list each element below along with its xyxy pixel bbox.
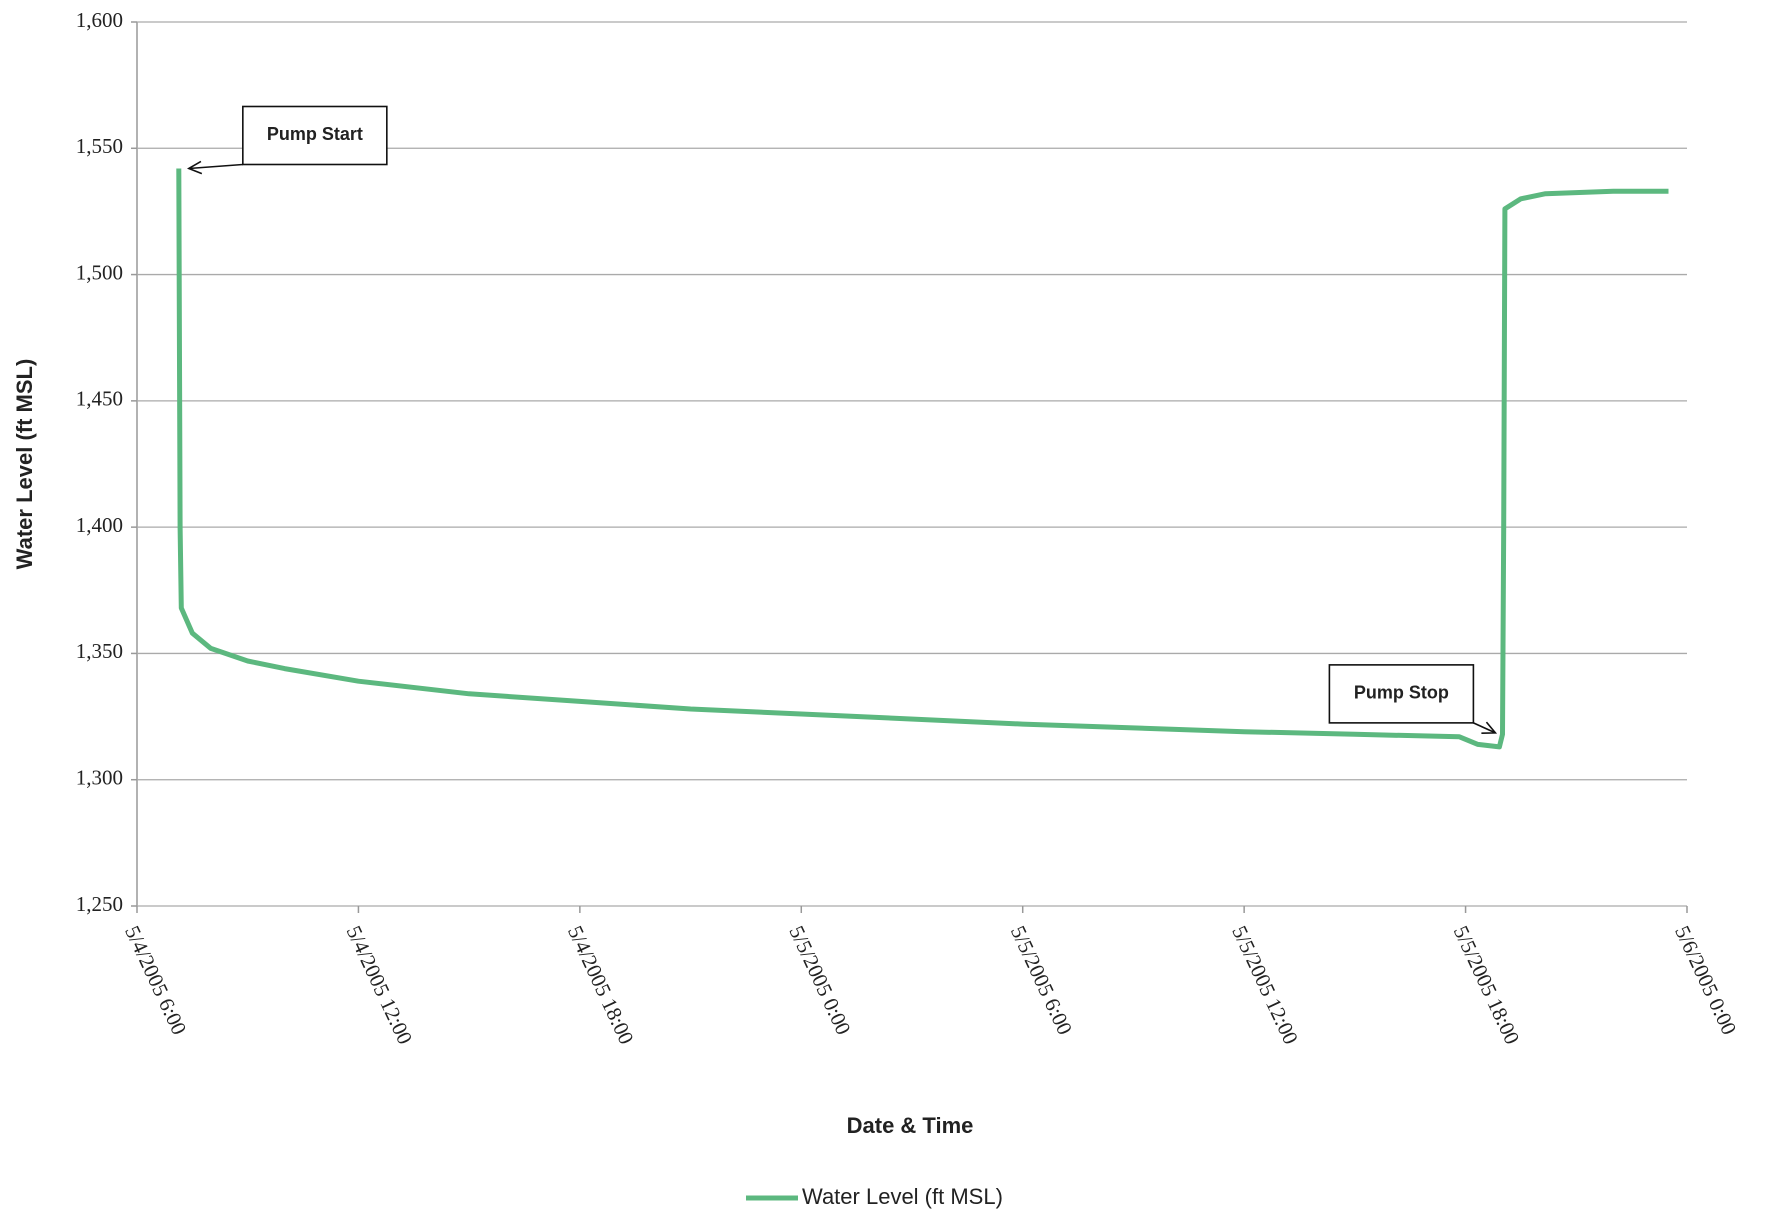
x-tick-label: 5/4/2005 6:00 (120, 922, 191, 1038)
y-tick-label: 1,450 (76, 387, 123, 411)
line-series (176, 168, 1669, 750)
x-tick-label: 5/5/2005 18:00 (1449, 922, 1525, 1048)
annotation-text: Pump Start (267, 124, 363, 144)
x-tick-label: 5/5/2005 0:00 (784, 922, 855, 1038)
y-tick-label: 1,400 (76, 513, 123, 537)
y-tick-label: 1,250 (76, 892, 123, 916)
x-tick-label: 5/5/2005 6:00 (1006, 922, 1077, 1038)
x-tick-label: 5/5/2005 12:00 (1227, 922, 1303, 1048)
x-tick-label: 5/6/2005 0:00 (1670, 922, 1741, 1038)
x-tick-label: 5/4/2005 12:00 (342, 922, 418, 1048)
annotation-text: Pump Stop (1354, 683, 1449, 703)
y-tick-label: 1,600 (76, 8, 123, 32)
annotation-arrowhead (1481, 721, 1498, 735)
y-tick-label: 1,550 (76, 134, 123, 158)
annotation-arrow (1473, 722, 1496, 734)
y-tick-label: 1,500 (76, 260, 123, 284)
annotation-box (242, 105, 388, 166)
y-tick-label: 1,350 (76, 639, 123, 663)
y-tick-label: 1,300 (76, 766, 123, 790)
annotation-arrowhead (186, 160, 203, 175)
x-tick-label: 5/4/2005 18:00 (563, 922, 639, 1048)
legend-label: Water Level (ft MSL) (802, 1184, 1003, 1209)
x-axis-label: Date & Time (847, 1113, 974, 1138)
y-axis-label: Water Level (ft MSL) (12, 359, 37, 570)
annotation-box (1328, 664, 1475, 724)
annotation-arrow (188, 163, 243, 170)
